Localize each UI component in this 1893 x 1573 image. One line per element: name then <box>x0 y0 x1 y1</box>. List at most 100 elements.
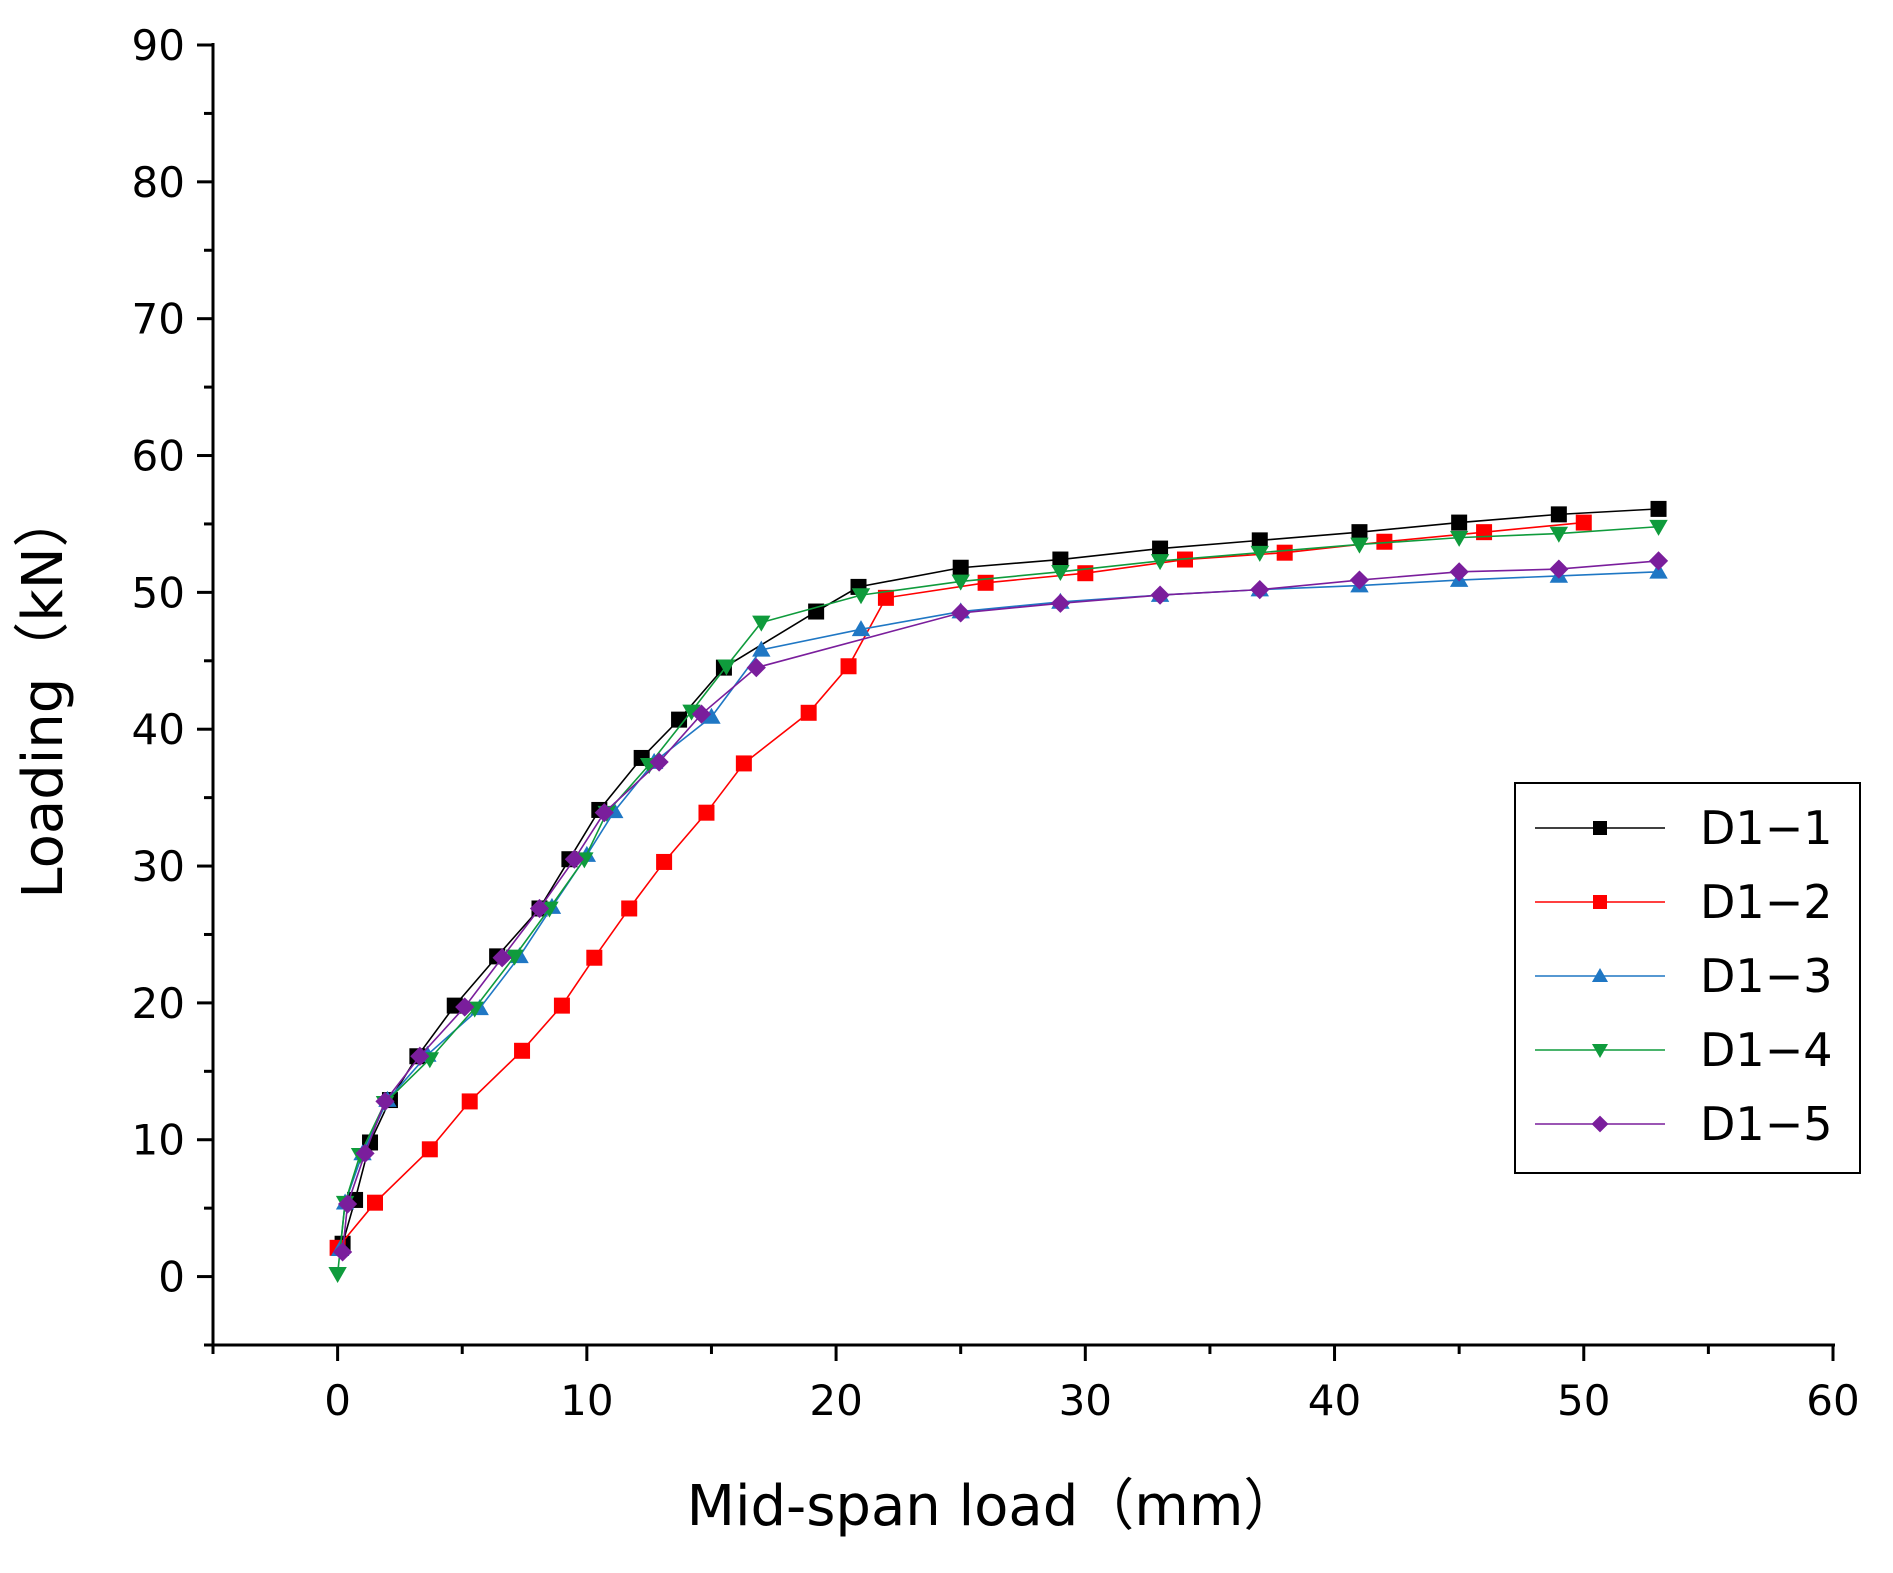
data-point <box>1152 540 1169 557</box>
y-tick-label: 20 <box>132 979 185 1028</box>
data-point <box>682 704 701 721</box>
data-point <box>851 588 871 605</box>
series-line <box>339 571 1659 1250</box>
data-point <box>1250 545 1269 562</box>
data-point <box>877 589 894 606</box>
data-point <box>977 574 994 591</box>
legend-label: D1−2 <box>1700 875 1833 929</box>
x-tick-label: 50 <box>1557 1376 1610 1425</box>
x-axis-title: Mid-span load（mm） <box>687 1474 1300 1539</box>
legend-label: D1−5 <box>1700 1097 1833 1151</box>
series-5 <box>333 551 1669 1262</box>
data-point <box>1050 593 1070 613</box>
data-point <box>337 1194 358 1214</box>
data-point <box>1649 519 1668 536</box>
y-tick-label: 40 <box>132 705 185 754</box>
data-point <box>594 803 614 823</box>
data-point <box>1649 562 1668 579</box>
data-point <box>698 804 715 821</box>
x-ticks: 0 10 20 30 40 50 60 <box>211 1345 1860 1425</box>
data-point <box>492 948 512 968</box>
data-point <box>461 1093 478 1110</box>
data-point <box>333 1242 353 1262</box>
data-point <box>1251 532 1268 549</box>
data-point <box>1077 565 1094 582</box>
data-point <box>1351 524 1368 541</box>
data-point <box>367 1194 383 1211</box>
legend-item: D1−5 <box>1535 1097 1833 1151</box>
data-point <box>1648 551 1669 571</box>
series-line <box>341 508 1659 1244</box>
data-point <box>514 1042 531 1059</box>
data-point <box>735 755 752 772</box>
data-point <box>1276 544 1293 561</box>
y-tick-label: 80 <box>132 158 185 207</box>
series-4 <box>328 519 1668 1284</box>
series-1 <box>334 500 1667 1252</box>
series-line <box>336 525 1659 1274</box>
y-tick-label: 50 <box>132 568 185 617</box>
data-point <box>1052 551 1069 568</box>
data-point <box>1449 530 1469 547</box>
y-ticks: 0 10 20 30 40 50 60 70 80 90 <box>132 21 213 1347</box>
data-point <box>355 1143 375 1164</box>
data-point <box>1051 565 1070 582</box>
data-point <box>1350 537 1369 554</box>
data-point <box>951 603 971 623</box>
x-tick-label: 30 <box>1059 1376 1112 1425</box>
data-point <box>752 615 771 632</box>
data-point <box>553 997 570 1014</box>
data-point <box>1449 562 1469 582</box>
data-point <box>1550 506 1567 523</box>
data-point <box>375 1091 395 1112</box>
data-point <box>1476 524 1493 541</box>
y-tick-label: 90 <box>132 21 185 70</box>
data-point <box>1575 514 1592 531</box>
legend-marker <box>1591 1115 1609 1133</box>
data-point <box>951 574 970 591</box>
data-point <box>952 559 969 576</box>
x-tick-label: 10 <box>560 1376 613 1425</box>
data-point <box>717 659 736 676</box>
x-tick-label: 20 <box>809 1376 862 1425</box>
y-tick-label: 70 <box>132 295 185 344</box>
y-tick-label: 60 <box>132 432 185 481</box>
legend-items: D1−1 D1−2 D1−3 D1−4 D1−5 <box>1535 801 1833 1151</box>
data-point <box>649 752 669 772</box>
legend-item: D1−3 <box>1535 949 1833 1003</box>
series-2 <box>329 514 1592 1256</box>
y-tick-label: 30 <box>132 842 185 891</box>
legend-item: D1−4 <box>1535 1023 1833 1077</box>
data-point <box>1150 554 1170 571</box>
x-tick-label: 40 <box>1308 1376 1361 1425</box>
data-point <box>851 620 871 637</box>
legend-marker <box>1591 1044 1609 1059</box>
legend-label: D1−4 <box>1700 1023 1833 1077</box>
data-point <box>752 640 771 657</box>
plot-series <box>328 500 1669 1284</box>
legend: D1−1 D1−2 D1−3 D1−4 D1−5 <box>1514 782 1861 1174</box>
data-point <box>328 1267 347 1284</box>
legend-label: D1−3 <box>1700 949 1833 1003</box>
data-point <box>671 711 688 728</box>
data-point <box>746 658 766 678</box>
data-point <box>1349 570 1370 590</box>
y-axis-title: Loading（kN） <box>11 491 76 898</box>
data-point <box>505 949 524 966</box>
y-tick-label: 10 <box>132 1116 185 1165</box>
data-point <box>1250 580 1270 600</box>
legend-box <box>1514 782 1861 1174</box>
axes: 0 10 20 30 40 50 60 70 80 90 0 10 20 30 40 50 60 <box>132 21 1860 1425</box>
legend-label: D1−1 <box>1700 801 1833 855</box>
data-point <box>1549 559 1569 579</box>
data-point <box>1650 500 1667 517</box>
data-point <box>1451 514 1468 531</box>
data-point <box>800 704 817 721</box>
data-point <box>455 997 475 1017</box>
legend-item: D1−1 <box>1535 801 1833 855</box>
data-point <box>808 603 825 620</box>
data-point <box>702 707 721 724</box>
data-point <box>1549 526 1569 543</box>
data-point <box>529 898 550 919</box>
